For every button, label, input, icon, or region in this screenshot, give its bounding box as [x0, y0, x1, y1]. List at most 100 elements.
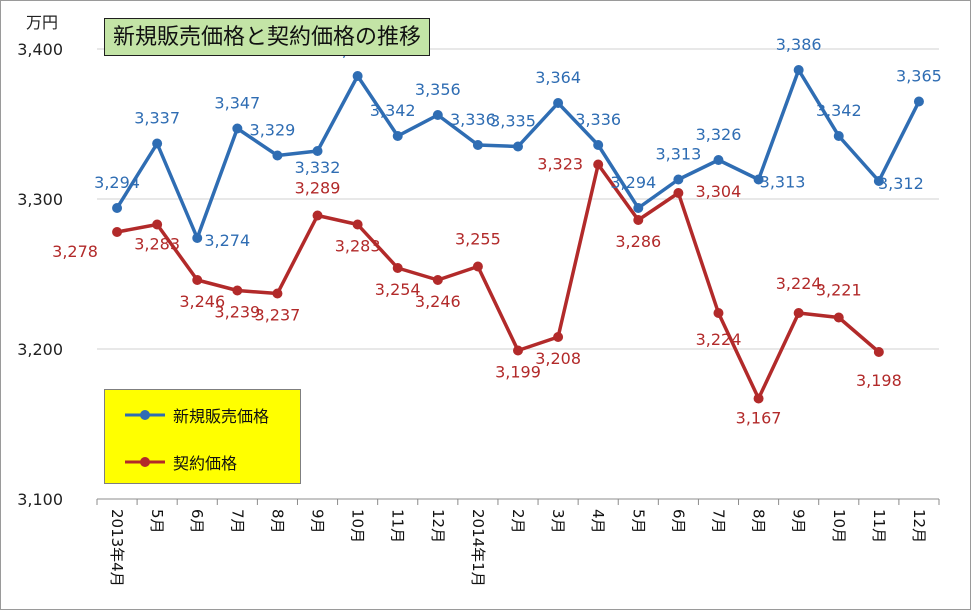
data-label: 3,246: [415, 292, 461, 311]
legend: 新規販売価格 契約価格: [104, 389, 301, 484]
data-point: [673, 174, 684, 185]
legend-marker-contract: [125, 457, 165, 467]
data-point: [112, 203, 123, 213]
data-label: 3,224: [696, 330, 742, 349]
data-label: 3,347: [214, 94, 260, 113]
data-label: 3,208: [535, 349, 581, 368]
legend-label-sales: 新規販売価格: [173, 407, 270, 426]
data-point: [312, 210, 323, 221]
data-point: [472, 140, 483, 150]
data-point: [593, 159, 604, 170]
legend-item-contract: 契約価格: [123, 450, 237, 474]
y-axis-unit-label: 万円: [26, 13, 59, 32]
x-tick-label: 10月: [830, 509, 848, 543]
data-label: 3,323: [537, 155, 583, 174]
data-label: 3,283: [134, 235, 180, 254]
data-label: 3,304: [695, 182, 741, 201]
x-tick-label: 12月: [910, 509, 928, 543]
y-tick-label: 3,200: [17, 340, 63, 359]
x-tick-label: 5月: [148, 509, 166, 534]
series-lines: [112, 65, 924, 404]
legend-item-sales: 新規販売価格: [123, 403, 269, 427]
x-tick-label: 2013年4月: [108, 509, 126, 587]
x-tick-label: 4月: [589, 509, 607, 534]
data-label: 3,278: [52, 242, 98, 261]
data-label: 3,364: [535, 68, 581, 87]
legend-label-contract: 契約価格: [173, 454, 238, 473]
data-point: [713, 308, 724, 318]
data-point: [392, 263, 403, 273]
data-label: 3,167: [736, 409, 782, 428]
data-point: [352, 219, 363, 230]
data-label: 3,332: [295, 158, 341, 177]
data-label: 3,335: [490, 112, 536, 131]
data-point: [753, 174, 764, 185]
data-point: [513, 345, 523, 356]
data-point: [753, 393, 764, 404]
data-label: 3,246: [179, 292, 225, 311]
data-label: 3,342: [370, 101, 416, 120]
chart-title: 新規販売価格と契約価格の推移: [104, 18, 431, 56]
x-tick-label: 8月: [268, 509, 286, 534]
x-tick-label: 6月: [669, 509, 687, 534]
x-tick-label: 5月: [629, 509, 647, 534]
data-point: [192, 233, 203, 243]
data-label: 3,313: [655, 145, 701, 164]
x-tick-label: 12月: [429, 509, 447, 543]
data-point: [232, 123, 243, 134]
y-tick-label: 3,400: [17, 40, 63, 59]
data-point: [152, 219, 163, 230]
x-tick-label: 10月: [349, 509, 367, 543]
data-label: 3,199: [495, 363, 541, 382]
x-tick-label: 8月: [750, 509, 768, 534]
data-label: 3,254: [375, 280, 421, 299]
data-label: 3,224: [776, 274, 822, 293]
x-tick-label: 2月: [509, 509, 527, 534]
data-point: [793, 65, 804, 75]
data-point: [553, 332, 564, 342]
axes: 3,100 3,200 3,300 3,400 2013年4月 5月 6月 7月 8月 9月 10月…: [17, 40, 940, 587]
data-label: 3,336: [575, 110, 621, 129]
data-label: 3,336: [450, 110, 496, 129]
data-label: 3,326: [696, 125, 742, 144]
data-label: 3,221: [816, 281, 862, 300]
legend-marker-sales: [125, 410, 165, 420]
series-line-1: [116, 162, 880, 401]
data-label: 3,337: [134, 109, 180, 128]
x-tick-label: 2014年1月: [469, 509, 487, 587]
data-point: [793, 308, 804, 318]
data-point: [192, 275, 203, 285]
data-label: 3,365: [896, 67, 942, 86]
x-tick-label: 9月: [309, 509, 327, 534]
data-point: [112, 227, 123, 237]
data-point: [272, 150, 283, 161]
data-label: 3,329: [250, 121, 296, 140]
data-point: [513, 141, 523, 152]
data-label: 3,294: [94, 173, 140, 192]
data-label: 3,342: [816, 101, 862, 120]
data-label: 3,237: [255, 306, 301, 325]
data-point: [873, 347, 884, 357]
data-point: [232, 285, 243, 296]
data-point: [913, 96, 924, 107]
data-point: [432, 275, 443, 285]
data-point: [152, 138, 163, 149]
x-tick-label: 11月: [870, 509, 888, 543]
data-point: [833, 312, 844, 323]
data-point: [593, 140, 604, 150]
data-point: [272, 288, 283, 299]
x-tick-label: 7月: [228, 509, 246, 534]
data-label: 3,198: [856, 371, 902, 390]
data-label: 3,239: [214, 303, 260, 322]
data-point: [873, 176, 884, 186]
data-label: 3,294: [610, 173, 656, 192]
data-point: [553, 98, 564, 108]
data-point: [633, 215, 644, 225]
x-tick-label: 11月: [389, 509, 407, 543]
data-point: [633, 203, 644, 213]
data-label: 3,356: [415, 80, 461, 99]
y-tick-label: 3,300: [17, 190, 63, 209]
data-label: 3,312: [878, 174, 924, 193]
